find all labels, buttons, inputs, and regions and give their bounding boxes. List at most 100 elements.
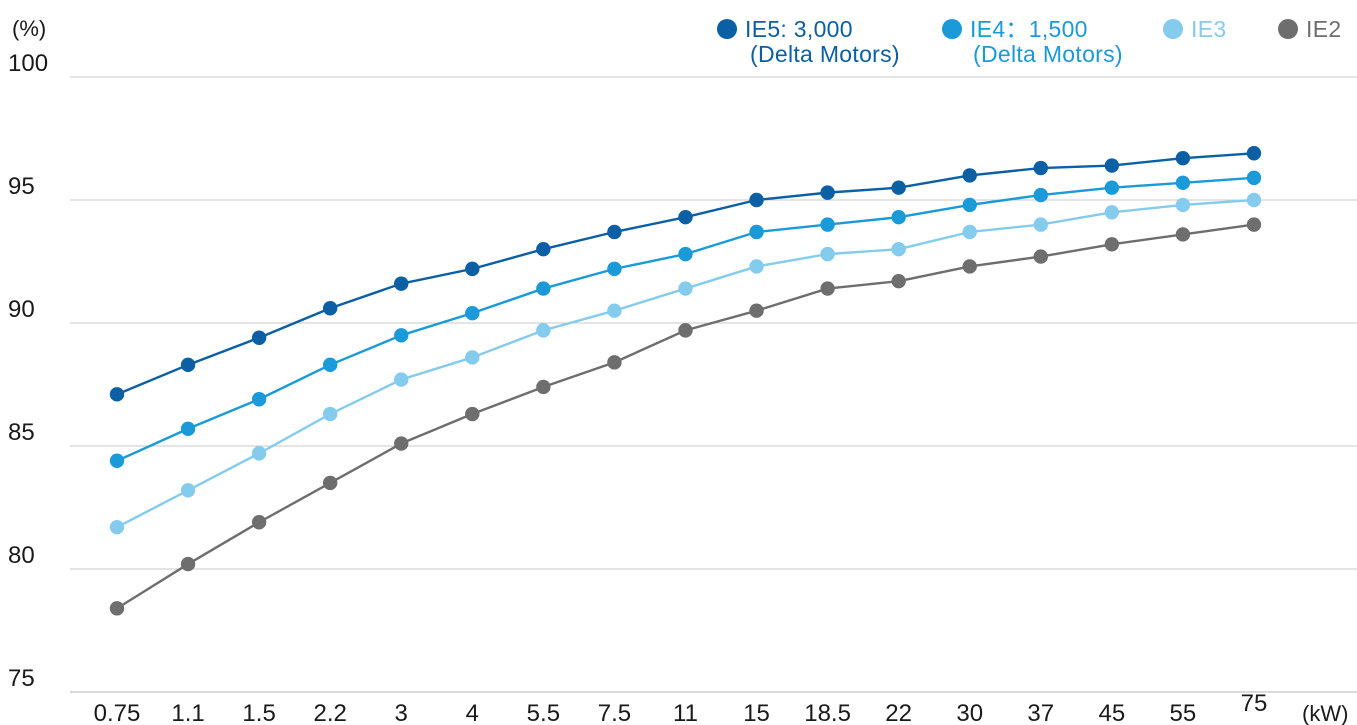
data-point xyxy=(109,519,125,535)
legend-label: IE5: 3,000 xyxy=(745,16,853,42)
data-point xyxy=(109,387,125,402)
legend-item: IE4：1,500(Delta Motors) xyxy=(942,16,1123,67)
data-point xyxy=(1033,217,1048,232)
legend-note: (Delta Motors) xyxy=(973,41,1123,67)
legend-label: IE4：1,500 xyxy=(970,16,1088,42)
legend-item: IE2 xyxy=(1278,16,1341,42)
data-point xyxy=(1104,158,1120,173)
data-point xyxy=(465,261,480,277)
data-point xyxy=(465,305,480,321)
data-point xyxy=(536,379,551,395)
y-tick-label: 75 xyxy=(8,665,35,692)
x-tick-label: 7.5 xyxy=(598,700,631,725)
data-point xyxy=(749,259,764,274)
data-point xyxy=(394,372,409,387)
series-group xyxy=(109,217,1262,616)
data-point xyxy=(322,406,338,422)
data-point xyxy=(1246,170,1262,186)
data-point xyxy=(1104,180,1120,195)
grid-lines xyxy=(70,76,1357,693)
data-point xyxy=(749,303,764,318)
data-point xyxy=(465,406,480,422)
data-point xyxy=(322,357,338,373)
x-tick-label: 11 xyxy=(673,700,698,725)
series-group xyxy=(109,170,1262,468)
data-point xyxy=(962,168,977,183)
data-point xyxy=(109,453,125,468)
legend-marker xyxy=(1278,19,1298,39)
x-tick-label: 5.5 xyxy=(527,700,560,725)
legend-marker xyxy=(1163,19,1183,39)
data-point xyxy=(891,273,906,289)
legend-label: IE2 xyxy=(1306,16,1341,42)
x-tick-label: 75 xyxy=(1241,690,1268,717)
x-tick-label: 18.5 xyxy=(804,700,851,725)
data-point xyxy=(322,475,338,491)
data-point xyxy=(465,350,480,365)
data-point xyxy=(251,330,267,345)
data-point xyxy=(607,355,622,370)
data-point xyxy=(180,421,196,436)
data-point xyxy=(1104,237,1120,252)
y-tick-label: 95 xyxy=(8,173,35,200)
data-point xyxy=(891,210,906,225)
data-point xyxy=(891,180,906,195)
data-point xyxy=(607,224,622,240)
data-point xyxy=(251,392,267,407)
series-layer xyxy=(109,146,1262,616)
x-tick-label: 22 xyxy=(885,700,912,725)
series-group xyxy=(109,146,1262,402)
data-point xyxy=(1175,227,1191,242)
x-tick-label: 1.1 xyxy=(171,700,204,725)
series-group xyxy=(109,192,1262,535)
series-line xyxy=(116,152,1255,396)
data-point xyxy=(1104,205,1120,220)
x-tick-label: 15 xyxy=(743,700,770,725)
y-tick-label: 85 xyxy=(8,419,35,446)
data-point xyxy=(891,242,906,257)
x-tick-label: 3 xyxy=(395,700,408,725)
data-point xyxy=(1246,217,1262,232)
data-point xyxy=(536,281,551,296)
y-unit-label: (%) xyxy=(12,16,46,41)
x-tick-label: 1.5 xyxy=(242,700,275,725)
data-point xyxy=(394,328,409,343)
x-tick-label: 0.75 xyxy=(94,700,141,725)
y-tick-label: 80 xyxy=(8,542,35,569)
data-point xyxy=(394,436,409,451)
y-tick-label: 90 xyxy=(8,296,35,323)
data-point xyxy=(1175,150,1191,166)
legend-item: IE3 xyxy=(1163,16,1226,42)
x-tick-label: 4 xyxy=(466,700,479,725)
data-point xyxy=(1246,192,1262,208)
data-point xyxy=(1246,146,1262,161)
legend: IE5: 3,000(Delta Motors)IE4：1,500(Delta … xyxy=(717,16,1341,67)
legend-item: IE5: 3,000(Delta Motors) xyxy=(717,16,900,67)
data-point xyxy=(536,323,551,338)
data-point xyxy=(962,224,977,240)
data-point xyxy=(251,515,267,530)
data-point xyxy=(180,357,196,373)
data-point xyxy=(678,210,693,225)
data-point xyxy=(1033,160,1048,176)
x-tick-label: 2.2 xyxy=(313,700,346,725)
data-point xyxy=(962,259,977,274)
data-point xyxy=(962,197,977,213)
data-point xyxy=(180,483,196,498)
legend-label: IE3 xyxy=(1191,16,1226,42)
data-point xyxy=(394,276,409,291)
x-tick-label: 37 xyxy=(1027,700,1054,725)
data-point xyxy=(678,281,693,296)
data-point xyxy=(820,281,835,296)
x-tick-label: 45 xyxy=(1098,700,1125,725)
data-point xyxy=(536,242,551,257)
legend-note: (Delta Motors) xyxy=(750,41,900,67)
data-point xyxy=(820,185,835,200)
data-point xyxy=(1033,187,1048,203)
legend-marker xyxy=(942,19,962,39)
data-point xyxy=(749,192,764,208)
data-point xyxy=(607,261,622,277)
x-tick-label: 55 xyxy=(1170,700,1197,725)
data-point xyxy=(180,556,196,572)
